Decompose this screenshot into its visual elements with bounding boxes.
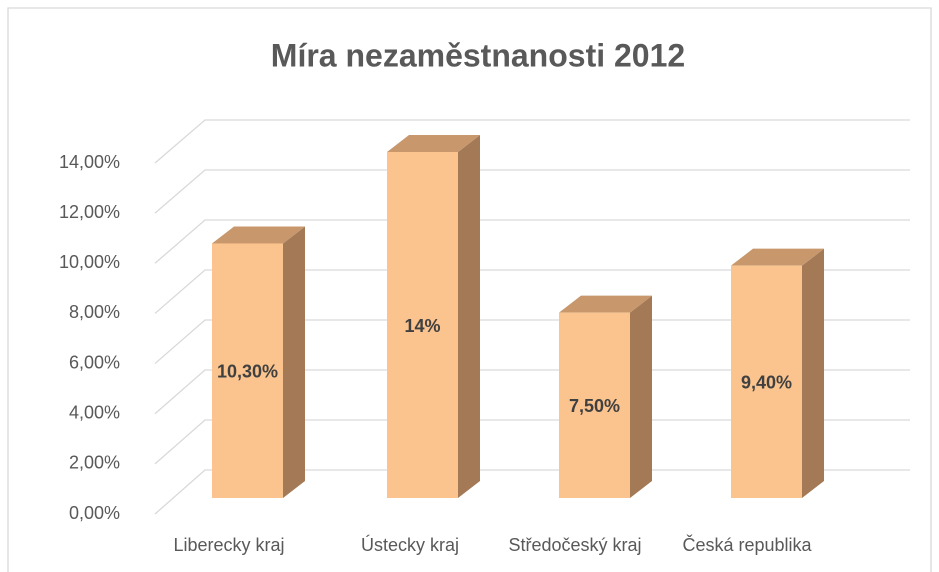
grid-line bbox=[154, 269, 910, 314]
data-label: 9,40% bbox=[741, 373, 792, 393]
grid-line bbox=[154, 119, 910, 164]
y-tick-label: 6,00% bbox=[69, 352, 120, 372]
bar-side bbox=[458, 135, 480, 498]
y-tick-label: 4,00% bbox=[69, 402, 120, 422]
bar bbox=[212, 243, 283, 498]
bar-side bbox=[283, 226, 305, 498]
chart-title: Míra nezaměstnanosti 2012 bbox=[271, 37, 685, 73]
bar-side bbox=[630, 295, 652, 498]
grid-line bbox=[154, 419, 910, 465]
bar-side bbox=[802, 248, 824, 498]
bar bbox=[387, 152, 458, 498]
bar bbox=[559, 312, 630, 498]
grid-line bbox=[154, 219, 910, 264]
bar-top bbox=[559, 295, 652, 313]
bar-top bbox=[387, 135, 480, 152]
y-tick-label: 2,00% bbox=[69, 453, 120, 473]
x-tick-label: Česká republika bbox=[682, 534, 812, 555]
bar-top bbox=[731, 248, 824, 266]
y-tick-label: 14,00% bbox=[59, 152, 120, 172]
bar bbox=[731, 265, 802, 498]
chart-frame bbox=[7, 7, 932, 572]
grid-line bbox=[154, 369, 910, 415]
y-tick-label: 12,00% bbox=[59, 202, 120, 222]
x-tick-label: Liberecky kraj bbox=[173, 535, 284, 555]
x-tick-label: Středočeský kraj bbox=[508, 535, 641, 555]
data-label: 7,50% bbox=[569, 396, 620, 416]
grid-line bbox=[154, 469, 910, 515]
data-label: 10,30% bbox=[217, 361, 278, 381]
bar-top bbox=[212, 226, 305, 244]
grid-line bbox=[154, 169, 910, 214]
y-tick-label: 10,00% bbox=[59, 252, 120, 272]
y-tick-label: 8,00% bbox=[69, 302, 120, 322]
y-tick-label: 0,00% bbox=[69, 503, 120, 523]
x-tick-label: Ústecky kraj bbox=[361, 534, 459, 555]
grid-line bbox=[154, 319, 910, 365]
data-label: 14% bbox=[404, 316, 440, 336]
